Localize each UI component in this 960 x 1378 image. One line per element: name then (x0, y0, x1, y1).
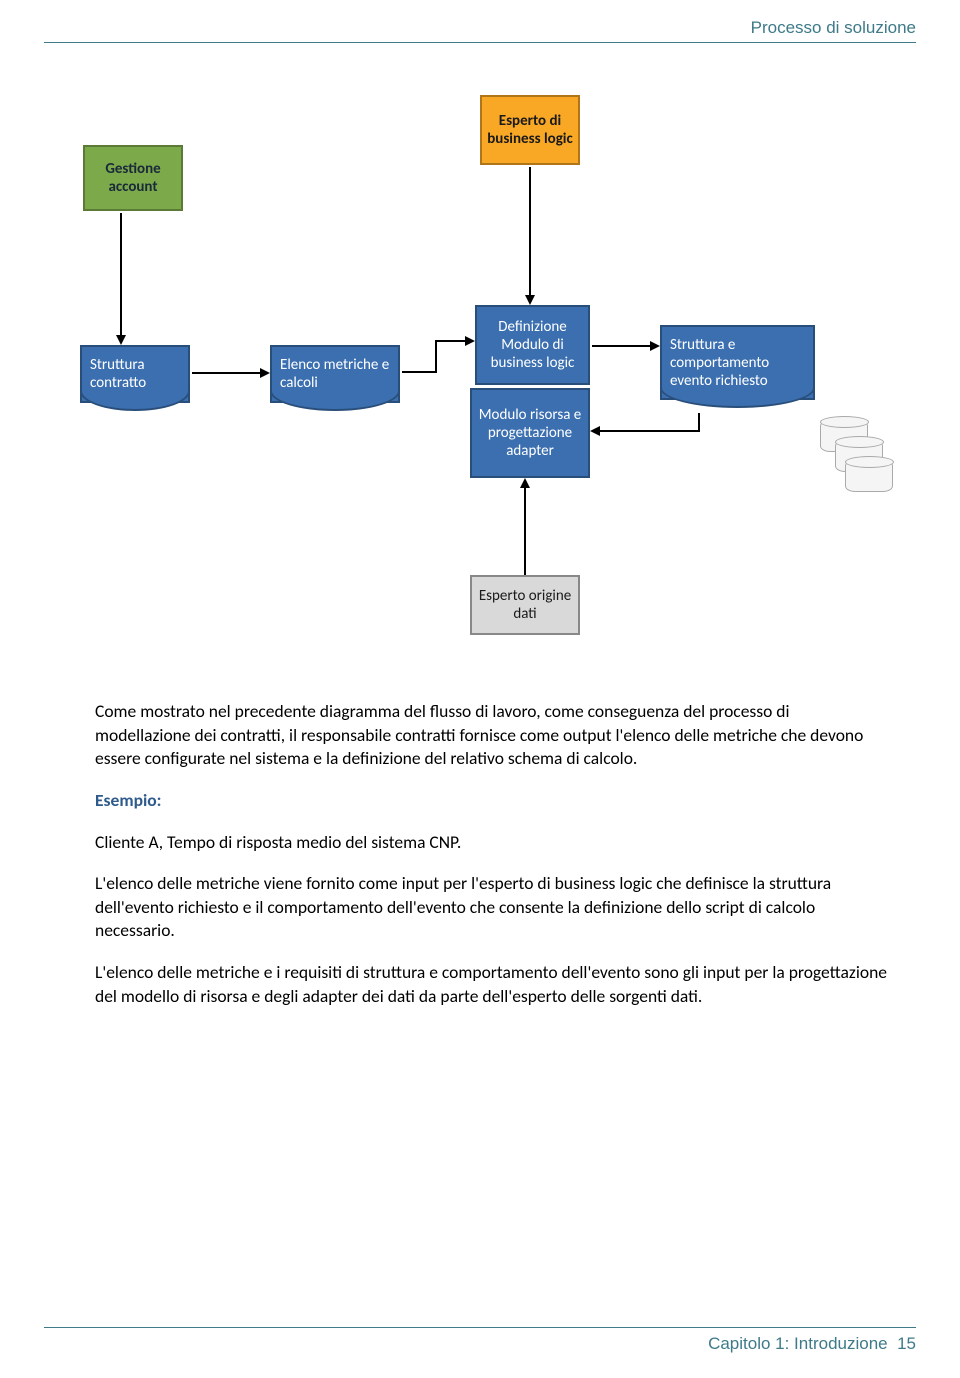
body-text: Come mostrato nel precedente diagramma d… (95, 700, 888, 1026)
arrow (435, 340, 465, 342)
cylinder-icon (845, 460, 893, 492)
node-esperto-business: Esperto di business logic (480, 95, 580, 165)
arrowhead-icon (465, 336, 475, 346)
node-modulo-risorsa: Modulo risorsa e progettazione adapter (470, 388, 590, 478)
paragraph: Cliente A, Tempo di risposta medio del s… (95, 831, 888, 855)
arrowhead-icon (260, 368, 270, 378)
arrowhead-icon (520, 478, 530, 488)
paragraph: Come mostrato nel precedente diagramma d… (95, 700, 888, 771)
example-label: Esempio: (95, 789, 888, 813)
node-struttura-contratto: Struttura contratto (80, 345, 190, 403)
flowchart-diagram: Gestione account Esperto di business log… (80, 95, 880, 655)
node-gestione-account: Gestione account (83, 145, 183, 211)
arrowhead-icon (590, 426, 600, 436)
arrow (529, 167, 531, 295)
arrow (435, 340, 437, 373)
arrow (402, 371, 437, 373)
arrowhead-icon (525, 295, 535, 305)
node-definizione-modulo: Definizione Modulo di business logic (475, 305, 590, 385)
arrowhead-icon (116, 335, 126, 345)
page-header: Processo di soluzione (751, 18, 916, 38)
paragraph: L'elenco delle metriche viene fornito co… (95, 872, 888, 943)
paragraph: L'elenco delle metriche e i requisiti di… (95, 961, 888, 1008)
node-struttura-evento: Struttura e comportamento evento richies… (660, 325, 815, 400)
footer-rule (44, 1327, 916, 1328)
arrow (524, 488, 526, 575)
arrow (592, 345, 650, 347)
arrow (120, 213, 122, 335)
arrowhead-icon (650, 341, 660, 351)
arrow (192, 372, 260, 374)
node-elenco-metriche: Elenco metriche e calcoli (270, 345, 400, 403)
page-footer: Capitolo 1: Introduzione 15 (708, 1334, 916, 1354)
arrow (698, 413, 700, 432)
arrow (600, 430, 700, 432)
footer-chapter: Capitolo 1: Introduzione (708, 1334, 888, 1353)
footer-page-number: 15 (897, 1334, 916, 1353)
header-rule (44, 42, 916, 43)
node-esperto-origine: Esperto origine dati (470, 575, 580, 635)
